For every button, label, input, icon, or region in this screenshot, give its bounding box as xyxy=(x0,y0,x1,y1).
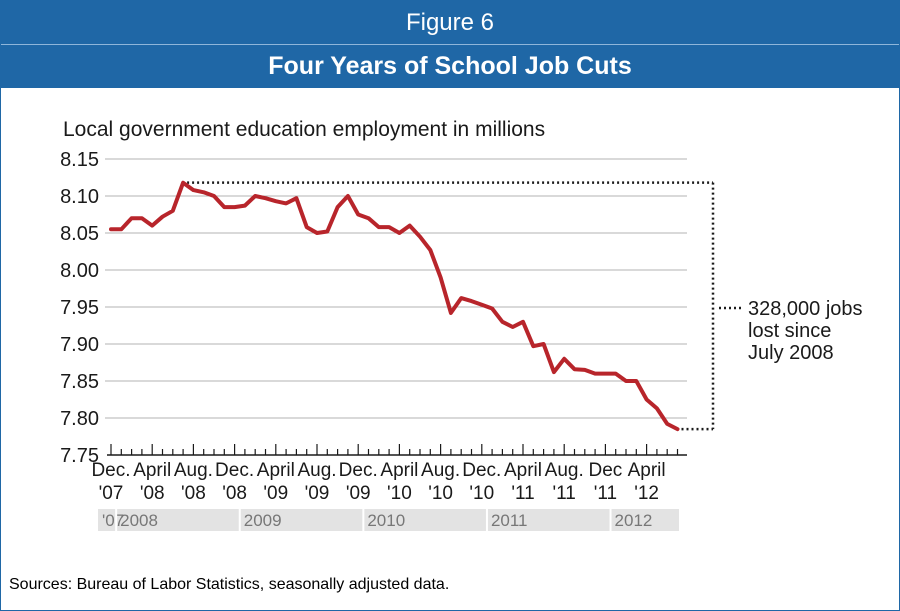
year-label: 2009 xyxy=(244,511,282,530)
year-label: 2012 xyxy=(615,511,653,530)
figure-label: Figure 6 xyxy=(1,1,899,44)
year-label: 2010 xyxy=(367,511,405,530)
year-label: 2008 xyxy=(120,511,158,530)
gridlines xyxy=(105,158,687,419)
x-tick-label: Dec. xyxy=(339,460,378,481)
x-axis xyxy=(107,444,687,456)
x-tick-label: Aug. xyxy=(545,460,584,481)
figure-title: Four Years of School Job Cuts xyxy=(1,45,899,88)
x-tick-year-label: '08 xyxy=(181,483,206,504)
y-tick-label: 7.75 xyxy=(60,445,99,467)
y-tick-label: 8.05 xyxy=(60,223,99,245)
x-tick-year-label: '09 xyxy=(263,483,288,504)
x-tick-year-label: '08 xyxy=(140,483,165,504)
x-tick-label: April xyxy=(257,460,295,481)
x-tick-label: Dec. xyxy=(462,460,501,481)
x-tick-year-label: '08 xyxy=(222,483,247,504)
x-tick-year-label: '09 xyxy=(305,483,330,504)
x-tick-label: Dec xyxy=(589,460,623,481)
sources-note: Sources: Bureau of Labor Statistics, sea… xyxy=(9,576,450,593)
x-tick-year-label: '10 xyxy=(428,483,453,504)
x-tick-label: Aug. xyxy=(297,460,336,481)
x-tick-label: April xyxy=(504,460,542,481)
year-label: 2011 xyxy=(491,511,528,530)
y-tick-label: 7.80 xyxy=(60,408,99,430)
x-tick-year-label: '10 xyxy=(469,483,494,504)
y-tick-label: 8.15 xyxy=(60,149,99,171)
x-tick-year-label: '09 xyxy=(346,483,371,504)
y-tick-label: 7.95 xyxy=(60,297,99,319)
y-tick-labels: 8.15 8.10 8.05 8.00 7.95 7.90 7.85 7.80 7.75 xyxy=(60,149,99,467)
x-tick-label: Dec. xyxy=(215,460,254,481)
annotation-text: July 2008 xyxy=(748,342,834,364)
y-tick-label: 7.85 xyxy=(60,371,99,393)
x-tick-label: April xyxy=(628,460,666,481)
x-tick-label: Aug. xyxy=(421,460,460,481)
year-label: '07 xyxy=(102,511,124,530)
x-tick-year-label: '11 xyxy=(511,483,534,504)
x-tick-label: April xyxy=(133,460,171,481)
y-tick-label: 7.90 xyxy=(60,334,99,356)
x-tick-labels: Dec.'07April'08Aug.'08Dec.'08April'09Aug… xyxy=(91,460,665,504)
x-tick-year-label: '11 xyxy=(594,483,617,504)
series-line xyxy=(109,180,680,432)
x-tick-label: Dec. xyxy=(91,460,130,481)
header-divider xyxy=(1,44,899,45)
annotation-text: 328,000 jobs xyxy=(748,298,863,320)
y-tick-label: 8.10 xyxy=(60,186,99,208)
x-tick-year-label: '11 xyxy=(553,483,576,504)
x-tick-year-label: '07 xyxy=(99,483,124,504)
x-tick-year-label: '10 xyxy=(387,483,412,504)
y-tick-label: 8.00 xyxy=(60,260,99,282)
x-tick-label: Aug. xyxy=(174,460,213,481)
x-tick-label: April xyxy=(380,460,418,481)
y-axis-label: Local government education employment in… xyxy=(63,118,545,141)
x-tick-year-label: '12 xyxy=(634,483,659,504)
line-chart: Local government education employment in… xyxy=(60,118,863,531)
annotation-text: lost since xyxy=(748,320,831,342)
year-band-background xyxy=(98,509,679,531)
